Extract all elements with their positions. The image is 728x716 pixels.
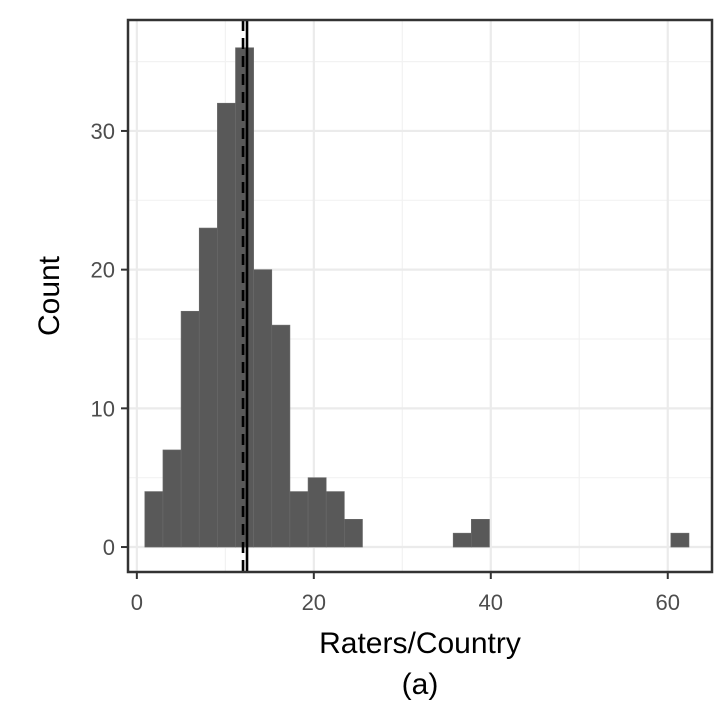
x-tick-label: 60	[656, 590, 680, 615]
x-axis: 0 20 40 60	[131, 572, 680, 615]
x-tick-label: 0	[131, 590, 143, 615]
histogram-bar	[217, 102, 236, 548]
histogram-bar	[144, 491, 164, 548]
x-tick-label: 40	[479, 590, 503, 615]
histogram-bar	[253, 269, 273, 548]
histogram-bars	[144, 47, 690, 548]
histogram-bar	[325, 491, 345, 548]
histogram-bar	[162, 449, 182, 548]
histogram-bar	[289, 491, 309, 548]
y-tick-label: 30	[91, 119, 115, 144]
plot-panel-border	[126, 18, 714, 574]
x-axis-title: Raters/Country	[319, 627, 521, 660]
histogram-bar	[180, 310, 200, 548]
x-tick-label: 20	[302, 590, 326, 615]
y-tick-label: 10	[91, 396, 115, 421]
y-axis-title: Count	[33, 255, 66, 336]
histogram-bar	[344, 518, 363, 548]
y-axis: 0 10 20 30	[91, 119, 128, 560]
histogram-bar	[271, 324, 291, 548]
y-tick-label: 20	[91, 258, 115, 283]
y-tick-label: 0	[103, 535, 115, 560]
histogram-bar	[471, 518, 490, 548]
chart-caption: (a)	[402, 668, 439, 701]
histogram-bar	[452, 532, 472, 548]
histogram-bar	[670, 532, 690, 548]
histogram-bar	[198, 227, 218, 548]
histogram-bar	[307, 477, 327, 548]
reference-lines	[241, 20, 249, 572]
histogram-bar	[235, 47, 254, 548]
